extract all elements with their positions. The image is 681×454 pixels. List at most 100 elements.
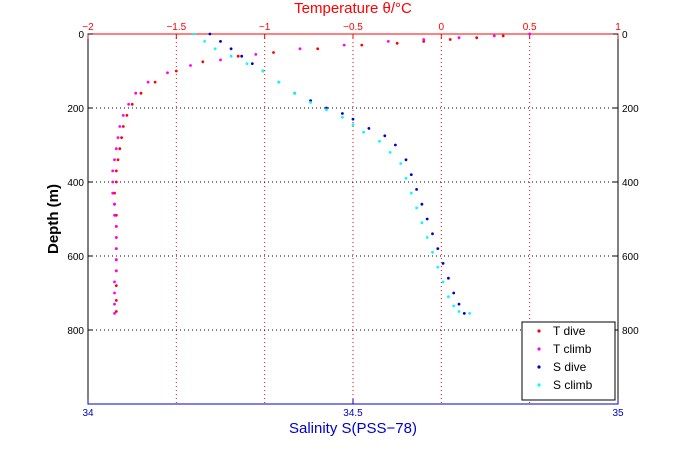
data-point bbox=[219, 40, 222, 43]
legend-marker bbox=[537, 329, 541, 333]
data-point bbox=[219, 58, 222, 62]
bottom-axis-title: Salinity S(PSS−78) bbox=[289, 420, 417, 437]
data-point bbox=[351, 123, 355, 126]
data-point bbox=[166, 71, 169, 75]
data-point bbox=[475, 36, 479, 40]
data-point bbox=[452, 291, 456, 295]
legend-label: S dive bbox=[553, 360, 587, 374]
data-point bbox=[113, 302, 116, 306]
data-point bbox=[134, 91, 138, 95]
data-point bbox=[240, 54, 244, 58]
data-point bbox=[388, 151, 392, 154]
data-point bbox=[111, 169, 115, 173]
data-point bbox=[114, 310, 118, 313]
data-point bbox=[192, 32, 196, 36]
bottom-axis-tick-label: 35 bbox=[612, 408, 624, 419]
data-point bbox=[114, 258, 118, 262]
data-point bbox=[409, 191, 413, 195]
data-point bbox=[114, 180, 118, 184]
top-axis-tick-label: 0.5 bbox=[523, 22, 537, 33]
data-points bbox=[111, 32, 532, 315]
data-point bbox=[399, 162, 403, 165]
data-point bbox=[409, 173, 413, 177]
data-point bbox=[116, 158, 120, 162]
data-point bbox=[293, 91, 297, 95]
top-axis-tick-label: 1 bbox=[615, 22, 621, 33]
data-point bbox=[113, 280, 116, 284]
data-point bbox=[436, 265, 440, 269]
data-point bbox=[113, 202, 116, 206]
data-point bbox=[415, 206, 418, 210]
data-point bbox=[189, 64, 192, 67]
data-point bbox=[201, 60, 205, 64]
data-point bbox=[415, 188, 418, 191]
top-axis-tick-label: −0.5 bbox=[343, 22, 363, 33]
series-t-dive bbox=[113, 32, 532, 313]
top-axis-tick-label: −1.5 bbox=[166, 22, 186, 33]
data-point bbox=[111, 180, 115, 184]
data-point bbox=[383, 134, 387, 138]
data-point bbox=[236, 54, 240, 58]
data-point bbox=[114, 147, 118, 151]
data-point bbox=[341, 115, 344, 119]
data-point bbox=[441, 280, 445, 284]
data-point bbox=[341, 112, 344, 115]
data-point bbox=[114, 236, 118, 239]
data-point bbox=[298, 47, 302, 51]
data-point bbox=[114, 225, 118, 228]
legend-marker bbox=[537, 383, 541, 387]
data-point bbox=[351, 117, 355, 121]
data-point bbox=[309, 101, 312, 104]
data-point bbox=[457, 310, 461, 313]
bottom-axis-tick-label: 34.5 bbox=[343, 408, 363, 419]
data-point bbox=[394, 143, 397, 147]
data-point bbox=[229, 47, 233, 51]
legend-marker bbox=[537, 365, 541, 369]
data-point bbox=[367, 126, 371, 130]
data-point bbox=[447, 295, 450, 299]
data-point bbox=[213, 47, 217, 51]
data-point bbox=[121, 125, 125, 128]
data-point bbox=[468, 312, 471, 315]
data-point bbox=[425, 217, 429, 221]
data-point bbox=[386, 40, 390, 43]
legend: T dive T climb S dive S climb bbox=[521, 321, 616, 401]
top-axis-tick-label: 0 bbox=[439, 22, 445, 33]
legend-label: T climb bbox=[553, 342, 592, 356]
data-point bbox=[420, 221, 424, 225]
data-point bbox=[360, 43, 364, 47]
data-point bbox=[261, 69, 265, 73]
data-point bbox=[431, 232, 434, 236]
data-point bbox=[153, 80, 157, 84]
data-point bbox=[447, 276, 450, 280]
data-point bbox=[254, 53, 258, 56]
top-axis-tick-label: −1 bbox=[259, 22, 271, 33]
data-point bbox=[441, 262, 445, 265]
legend-box bbox=[521, 321, 616, 401]
data-point bbox=[448, 38, 452, 41]
data-point bbox=[146, 80, 150, 84]
data-point bbox=[501, 34, 505, 38]
data-point bbox=[422, 38, 426, 41]
data-point bbox=[492, 34, 496, 38]
right-axis-tick-label: 200 bbox=[622, 104, 639, 115]
data-point bbox=[395, 41, 399, 45]
data-point bbox=[116, 136, 120, 140]
data-point bbox=[316, 47, 320, 51]
data-point bbox=[114, 247, 118, 251]
top-axis-title: Temperature θ/°C bbox=[294, 0, 412, 17]
data-point bbox=[362, 130, 365, 134]
data-point bbox=[436, 247, 440, 251]
data-point bbox=[425, 236, 429, 239]
left-axis-tick-label: 600 bbox=[67, 252, 84, 263]
right-axis-tick-label: 600 bbox=[622, 252, 639, 263]
data-point bbox=[121, 114, 125, 117]
data-point bbox=[111, 191, 115, 195]
data-point bbox=[118, 147, 122, 151]
data-point bbox=[404, 176, 408, 180]
data-point bbox=[528, 32, 532, 36]
data-point bbox=[457, 302, 461, 306]
data-point bbox=[113, 312, 116, 315]
